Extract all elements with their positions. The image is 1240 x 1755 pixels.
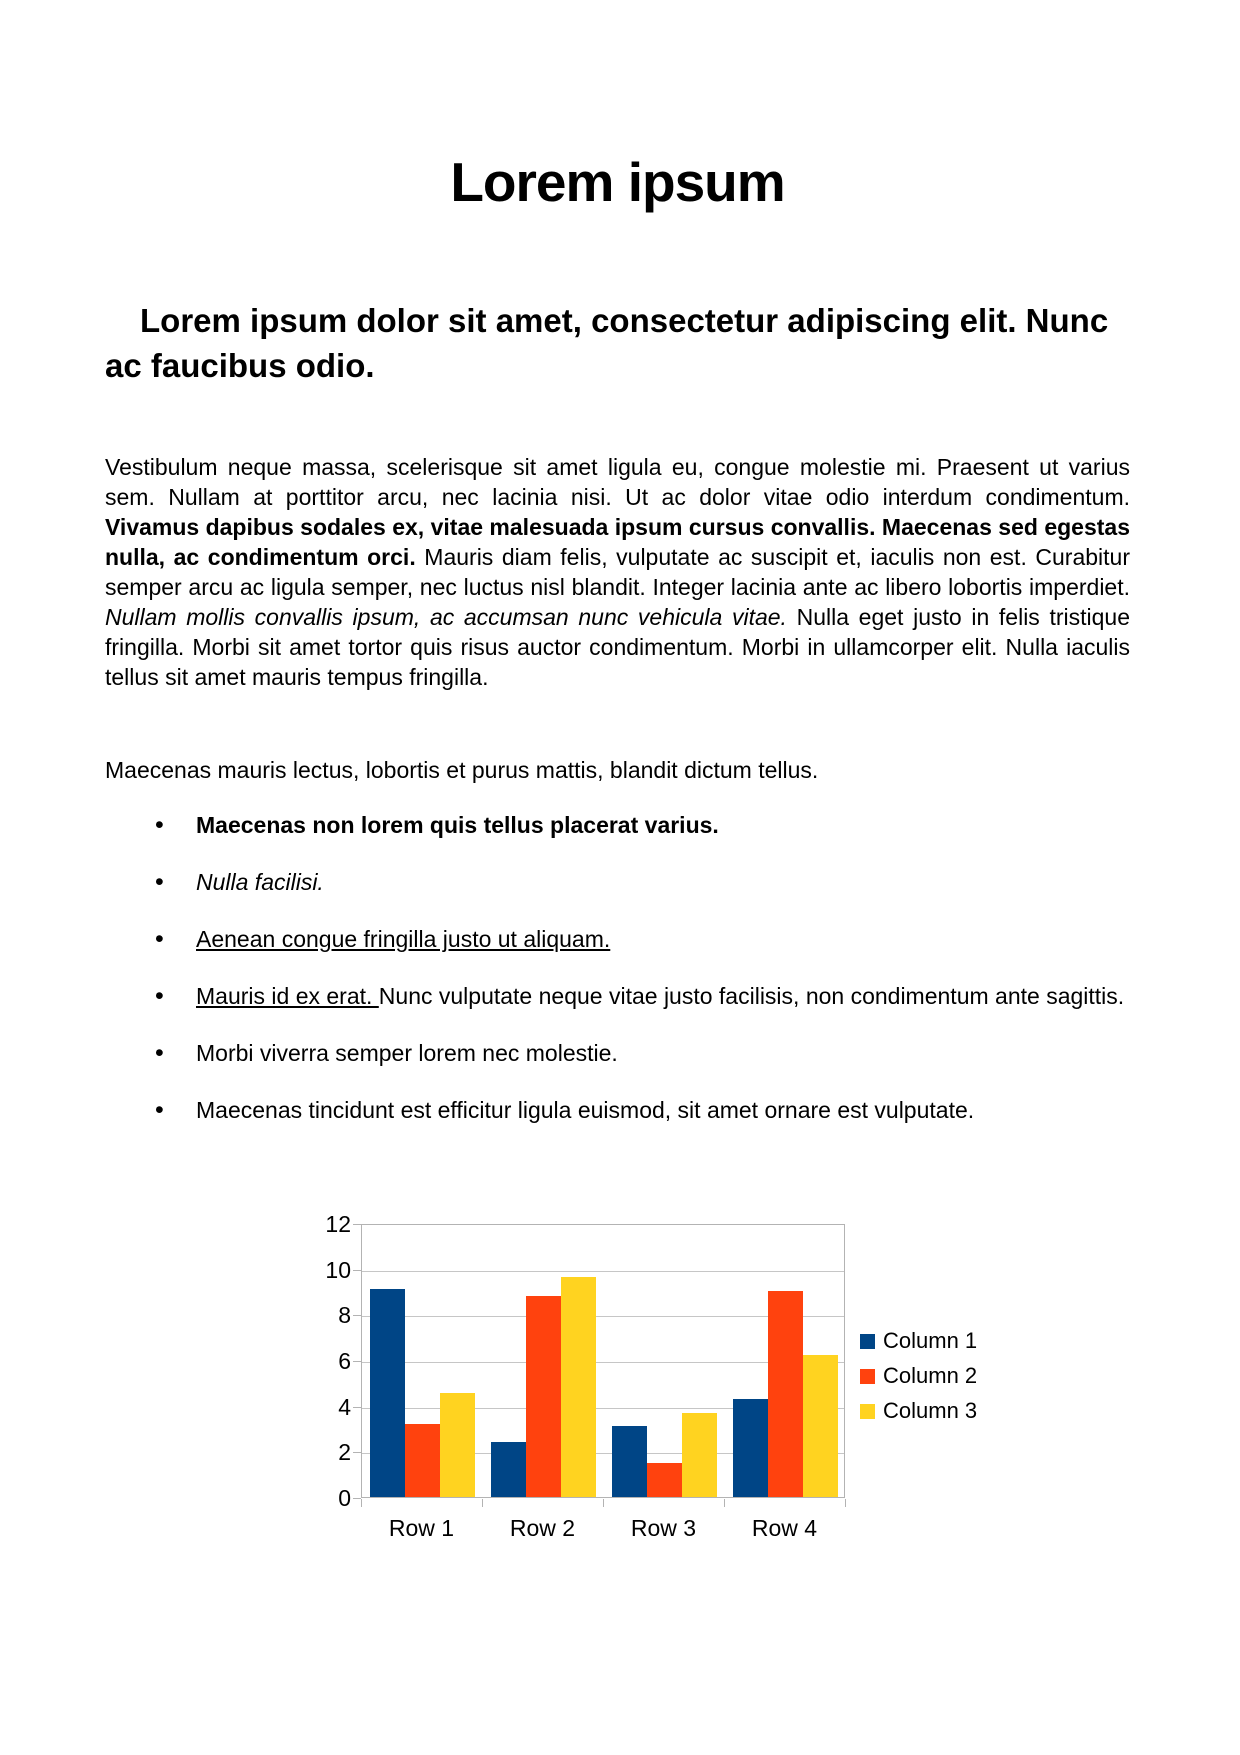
list-item-text: Morbi viverra semper lorem nec molestie. xyxy=(196,1040,618,1066)
y-axis-tick-label: 0 xyxy=(338,1485,351,1511)
list-item: Maecenas tincidunt est efficitur ligula … xyxy=(105,1093,1145,1127)
x-axis-tick-mark xyxy=(724,1499,725,1507)
gridline xyxy=(362,1316,844,1317)
paragraph-1-segment: Nulla eget justo in felis tristique frin… xyxy=(105,604,1130,690)
y-axis-tick-label: 12 xyxy=(325,1211,351,1237)
gridline xyxy=(362,1408,844,1409)
list-item-text: Aenean congue fringilla justo ut aliquam… xyxy=(196,926,611,952)
x-axis-category-label: Row 4 xyxy=(751,1515,818,1541)
legend-entry: Column 3 xyxy=(860,1400,977,1422)
body-paragraph-1: Vestibulum neque massa, scelerisque sit … xyxy=(105,452,1130,692)
list-item-text: Nunc vulputate neque vitae justo facilis… xyxy=(378,983,1125,1009)
gridline xyxy=(362,1271,844,1272)
legend-label: Column 2 xyxy=(883,1363,978,1388)
bar-row3-column1 xyxy=(612,1426,647,1497)
embedded-bar-chart[interactable]: 0 2 4 6 8 10 12 Row 1 Row 2 Row 3 Row 4 Column 1 Co… xyxy=(280,1180,1025,1570)
chart-plot-area xyxy=(361,1224,845,1498)
x-axis-category-label: Row 1 xyxy=(388,1515,455,1541)
legend-label: Column 1 xyxy=(883,1328,978,1353)
x-axis-tick-mark xyxy=(482,1499,483,1507)
y-axis-tick-label: 2 xyxy=(338,1439,351,1465)
list-item-text: Nulla facilisi. xyxy=(196,869,324,895)
bar-row3-column2 xyxy=(647,1463,682,1497)
legend-swatch-icon xyxy=(860,1403,875,1419)
list-item: Mauris id ex erat. Nunc vulputate neque … xyxy=(105,979,1145,1013)
gridline xyxy=(362,1362,844,1363)
body-paragraph-2: Maecenas mauris lectus, lobortis et puru… xyxy=(105,757,819,783)
list-item: Morbi viverra semper lorem nec molestie. xyxy=(105,1036,1145,1070)
y-axis-tick-label: 10 xyxy=(325,1257,351,1283)
document-subheading: Lorem ipsum dolor sit amet, consectetur … xyxy=(105,302,1109,384)
list-item: Maecenas non lorem quis tellus placerat … xyxy=(105,808,1145,842)
legend-swatch-icon xyxy=(860,1333,875,1349)
bar-row4-column3 xyxy=(803,1355,838,1497)
bar-row2-column2 xyxy=(526,1296,561,1497)
list-item: Aenean congue fringilla justo ut aliquam… xyxy=(105,922,1145,956)
y-axis-tick-mark xyxy=(353,1224,361,1225)
x-axis-category-label: Row 3 xyxy=(630,1515,697,1541)
x-axis-tick-mark xyxy=(603,1499,604,1507)
list-item-text: Maecenas non lorem quis tellus placerat … xyxy=(196,812,719,838)
paragraph-1-segment: Vestibulum neque massa, scelerisque sit … xyxy=(105,454,1130,510)
y-axis-tick-label: 8 xyxy=(338,1302,351,1328)
legend-label: Column 3 xyxy=(883,1398,978,1423)
paragraph-1-italic-segment: Nullam mollis convallis ipsum, ac accums… xyxy=(105,604,787,630)
legend-entry: Column 2 xyxy=(860,1365,977,1387)
bar-row1-column2 xyxy=(405,1424,440,1497)
y-axis-tick-mark xyxy=(353,1498,361,1499)
bar-row1-column1 xyxy=(370,1289,405,1497)
paragraph-1-segment: Mauris diam felis, vulputate ac suscipit… xyxy=(105,544,1130,600)
list-item-text: Maecenas tincidunt est efficitur ligula … xyxy=(196,1097,975,1123)
y-axis-tick-label: 4 xyxy=(338,1394,351,1420)
bar-row3-column3 xyxy=(682,1413,717,1497)
document-title: Lorem ipsum xyxy=(450,151,785,213)
legend-swatch-icon xyxy=(860,1368,875,1384)
list-item-underlined-text: Mauris id ex erat. xyxy=(196,983,379,1009)
legend-entry: Column 1 xyxy=(860,1330,977,1352)
paragraph-1-bold-segment: Vivamus dapibus sodales ex, vitae malesu… xyxy=(105,514,1130,570)
bar-row4-column1 xyxy=(733,1399,768,1497)
bullet-list: Maecenas non lorem quis tellus placerat … xyxy=(105,808,1145,1150)
y-axis-tick-mark xyxy=(353,1407,361,1408)
y-axis-tick-mark xyxy=(353,1315,361,1316)
bar-row4-column2 xyxy=(768,1291,803,1497)
y-axis-tick-mark xyxy=(353,1452,361,1453)
y-axis-tick-mark xyxy=(353,1361,361,1362)
y-axis-tick-mark xyxy=(353,1270,361,1271)
bar-row2-column1 xyxy=(491,1442,526,1497)
y-axis-tick-label: 6 xyxy=(338,1348,351,1374)
bar-row1-column3 xyxy=(440,1393,475,1497)
x-axis-category-label: Row 2 xyxy=(509,1515,576,1541)
list-item: Nulla facilisi. xyxy=(105,865,1145,899)
bar-row2-column3 xyxy=(561,1277,596,1497)
x-axis-tick-mark xyxy=(361,1499,362,1507)
x-axis-tick-mark xyxy=(845,1499,846,1507)
chart-legend: Column 1 Column 2 Column 3 xyxy=(860,1330,977,1435)
gridline xyxy=(362,1453,844,1454)
